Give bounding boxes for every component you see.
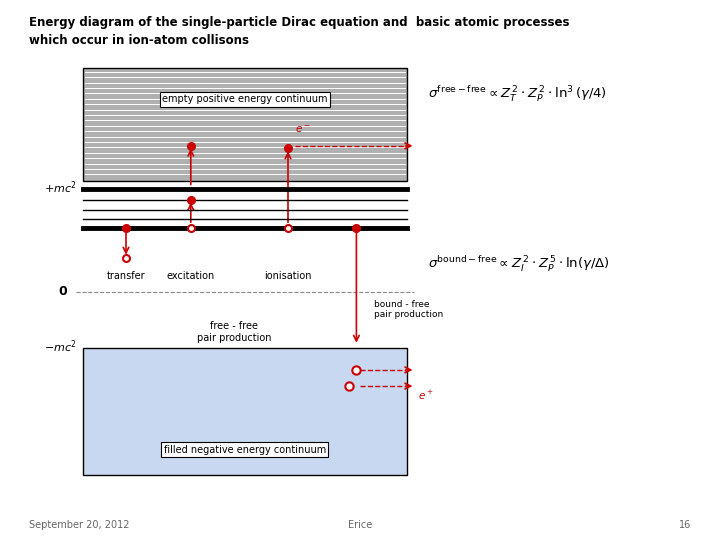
Text: excitation: excitation xyxy=(166,271,215,281)
Text: bound - free
pair production: bound - free pair production xyxy=(374,300,444,319)
Text: $-mc^2$: $-mc^2$ xyxy=(44,339,77,355)
Text: ionisation: ionisation xyxy=(264,271,312,281)
Text: $\sigma^{\mathrm{bound-free}} \propto Z_I^{\,2} \cdot Z_P^{\,5} \cdot \ln(\gamma: $\sigma^{\mathrm{bound-free}} \propto Z_… xyxy=(428,255,610,274)
Text: $e^+$: $e^+$ xyxy=(418,389,433,402)
Text: September 20, 2012: September 20, 2012 xyxy=(29,520,130,530)
Text: 16: 16 xyxy=(679,520,691,530)
Text: $\sigma^{\mathrm{free-free}} \propto Z_T^{\,2} \cdot Z_P^{\,2} \cdot \ln^3(\gamm: $\sigma^{\mathrm{free-free}} \propto Z_T… xyxy=(428,85,608,104)
Text: 0: 0 xyxy=(58,285,67,298)
Bar xyxy=(83,348,407,475)
Text: free - free
pair production: free - free pair production xyxy=(197,321,271,343)
Text: Erice: Erice xyxy=(348,520,372,530)
Text: Energy diagram of the single-particle Dirac equation and  basic atomic processes: Energy diagram of the single-particle Di… xyxy=(29,16,570,29)
Text: $+mc^2$: $+mc^2$ xyxy=(44,179,77,195)
Bar xyxy=(83,68,407,181)
Text: empty positive energy continuum: empty positive energy continuum xyxy=(162,94,328,104)
Text: which occur in ion-atom collisons: which occur in ion-atom collisons xyxy=(29,34,249,47)
Text: transfer: transfer xyxy=(107,271,145,281)
Text: $e^-$: $e^-$ xyxy=(295,124,311,135)
Text: filled negative energy continuum: filled negative energy continuum xyxy=(163,445,326,455)
